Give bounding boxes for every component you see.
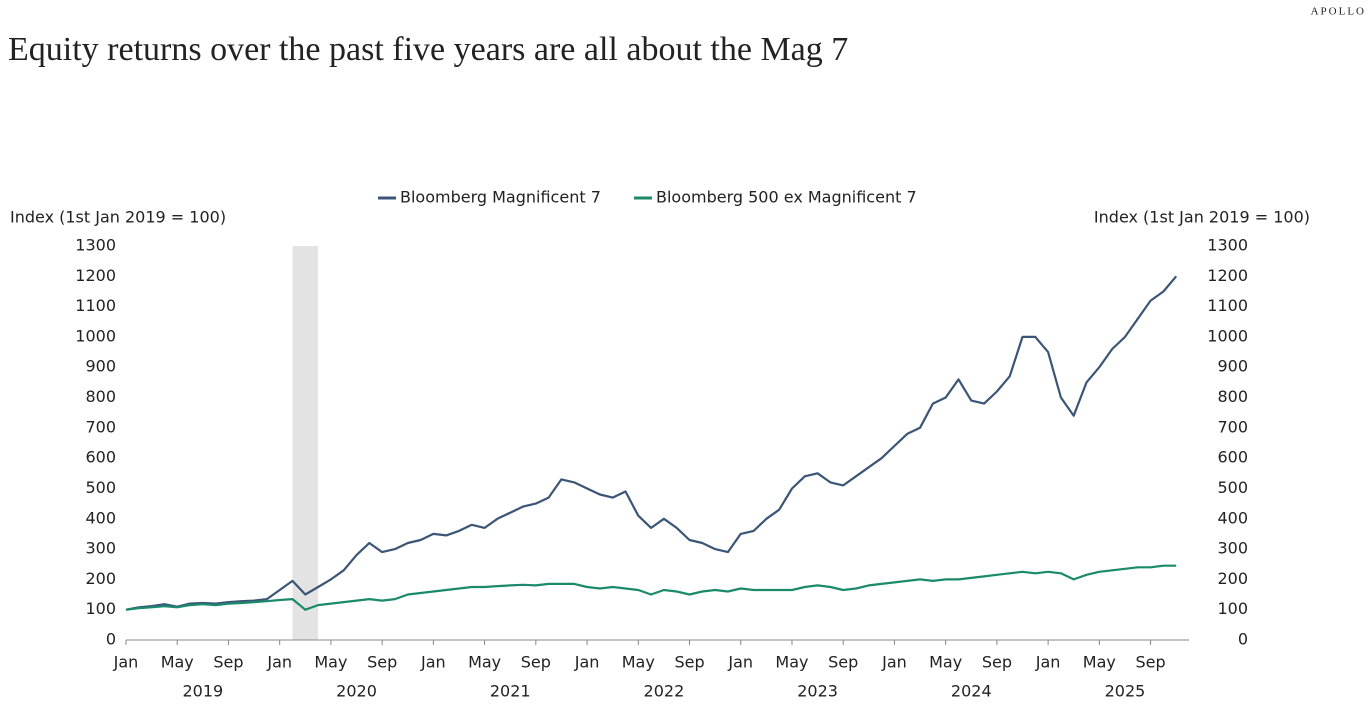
y2-tick-label: 700 <box>1217 417 1248 436</box>
x-tick-label: Sep <box>674 653 704 672</box>
y2-tick-label: 400 <box>1217 508 1248 527</box>
y2-axis-label: Index (1st Jan 2019 = 100) <box>1094 208 1310 227</box>
x-tick-label: Sep <box>213 653 243 672</box>
y-tick-label: 500 <box>85 478 116 497</box>
y-tick-label: 1000 <box>75 326 116 345</box>
y-tick-label: 200 <box>85 569 116 588</box>
x-tick-label: Jan <box>420 653 446 672</box>
x-tick-label: Jan <box>574 653 600 672</box>
y2-tick-label: 200 <box>1217 569 1248 588</box>
x-tick-label: Jan <box>1035 653 1061 672</box>
x-tick-label: May <box>1083 653 1116 672</box>
x-tick-label: Jan <box>881 653 907 672</box>
y-axis-label: Index (1st Jan 2019 = 100) <box>10 208 226 227</box>
year-label: 2025 <box>1105 682 1146 701</box>
x-tick-label: Jan <box>113 653 139 672</box>
y2-tick-label: 100 <box>1217 599 1248 618</box>
y2-tick-label: 1300 <box>1207 236 1248 255</box>
x-tick-label: Sep <box>828 653 858 672</box>
y-tick-label: 300 <box>85 539 116 558</box>
x-tick-label: Sep <box>982 653 1012 672</box>
x-tick-label: May <box>775 653 808 672</box>
y2-tick-label: 1100 <box>1207 296 1248 315</box>
y2-tick-label: 1000 <box>1207 326 1248 345</box>
x-tick-label: May <box>314 653 347 672</box>
chart-title: Equity returns over the past five years … <box>8 31 848 68</box>
year-label: 2019 <box>182 682 223 701</box>
y-tick-label: 700 <box>85 417 116 436</box>
x-tick-label: May <box>622 653 655 672</box>
shaded-period <box>292 246 319 640</box>
x-tick-label: Sep <box>367 653 397 672</box>
x-tick-label: May <box>161 653 194 672</box>
y2-tick-label: 600 <box>1217 448 1248 467</box>
y-tick-label: 1200 <box>75 266 116 285</box>
y2-tick-label: 800 <box>1217 387 1248 406</box>
y-tick-label: 100 <box>85 599 116 618</box>
series-line <box>125 275 1178 611</box>
year-label: 2020 <box>336 682 377 701</box>
y-tick-label: 800 <box>85 387 116 406</box>
year-label: 2023 <box>797 682 838 701</box>
y2-tick-label: 1200 <box>1207 266 1248 285</box>
y-tick-label: 600 <box>85 448 116 467</box>
y-tick-label: 400 <box>85 508 116 527</box>
year-label: 2024 <box>951 682 992 701</box>
x-tick-label: Sep <box>1136 653 1166 672</box>
y2-tick-label: 500 <box>1217 478 1248 497</box>
x-tick-label: Jan <box>727 653 753 672</box>
x-tick-label: May <box>929 653 962 672</box>
year-label: 2022 <box>644 682 685 701</box>
y2-tick-label: 0 <box>1238 630 1248 649</box>
brand: APOLLO <box>1311 6 1366 18</box>
x-tick-label: Sep <box>521 653 551 672</box>
legend-label: Bloomberg 500 ex Magnificent 7 <box>656 188 917 207</box>
y2-tick-label: 900 <box>1217 357 1248 376</box>
y2-tick-label: 300 <box>1217 539 1248 558</box>
y-tick-label: 0 <box>106 630 116 649</box>
y-tick-label: 1300 <box>75 236 116 255</box>
y-tick-label: 900 <box>85 357 116 376</box>
year-label: 2021 <box>490 682 531 701</box>
x-tick-label: May <box>468 653 501 672</box>
legend-label: Bloomberg Magnificent 7 <box>400 188 601 207</box>
series-line <box>125 564 1177 611</box>
x-tick-label: Jan <box>266 653 292 672</box>
y-tick-label: 1100 <box>75 296 116 315</box>
